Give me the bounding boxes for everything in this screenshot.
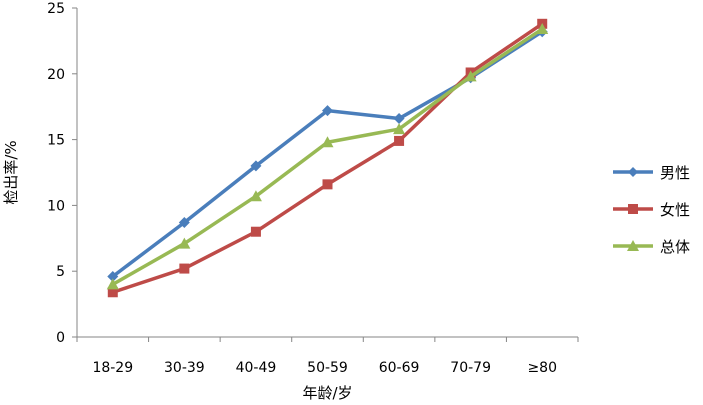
series-triangle (106, 23, 549, 290)
square-marker (322, 179, 333, 190)
triangle-marker (627, 240, 639, 251)
x-tick-label: 60-69 (379, 360, 420, 376)
square-marker (394, 135, 405, 146)
diamond-marker (107, 270, 119, 282)
legend-item: 总体 (613, 238, 690, 256)
y-tick-label: 20 (47, 67, 65, 83)
diamond-marker (628, 167, 638, 177)
x-ticks: 18-29 30-39 40-49 50-59 60-69 70-79 ≥80 (76, 337, 579, 376)
diamond-marker (393, 113, 405, 125)
triangle-marker (321, 136, 334, 148)
series-group (106, 18, 549, 298)
x-tick-label: ≥80 (527, 360, 557, 376)
diamond-marker (178, 217, 190, 229)
y-tick-label: 10 (47, 198, 65, 214)
triangle-marker (106, 278, 119, 290)
triangle-marker (249, 190, 262, 202)
legend-label: 总体 (660, 238, 690, 256)
triangle-marker (393, 123, 406, 135)
diamond-marker (250, 160, 262, 172)
square-marker (250, 226, 261, 237)
square-marker (179, 263, 190, 274)
triangle-marker (536, 23, 549, 35)
y-axis-label: 检出率/% (2, 140, 20, 204)
y-tick-label: 25 (47, 1, 65, 17)
x-tick-label: 18-29 (92, 360, 133, 376)
y-tick-label: 0 (56, 330, 65, 346)
x-tick-label: 40-49 (236, 360, 277, 376)
legend-label: 男性 (660, 164, 690, 182)
x-axis-label: 年龄/岁 (302, 384, 352, 402)
x-tick-label: 30-39 (164, 360, 205, 376)
square-marker (628, 204, 638, 214)
legend-item: 男性 (613, 164, 690, 182)
y-ticks: 0 5 10 15 20 25 (47, 1, 77, 346)
x-tick-label: 50-59 (307, 360, 348, 376)
legend-label: 女性 (660, 201, 690, 219)
series-line (112, 22, 544, 294)
square-marker (107, 287, 118, 298)
triangle-marker (178, 237, 191, 249)
y-tick-label: 15 (47, 133, 65, 149)
y-tick-label: 5 (56, 264, 65, 280)
x-tick-label: 70-79 (450, 360, 491, 376)
diamond-marker (322, 105, 333, 117)
axes (76, 8, 578, 338)
series-square (107, 18, 548, 298)
triangle-marker (464, 70, 477, 82)
legend-item: 女性 (613, 201, 690, 219)
